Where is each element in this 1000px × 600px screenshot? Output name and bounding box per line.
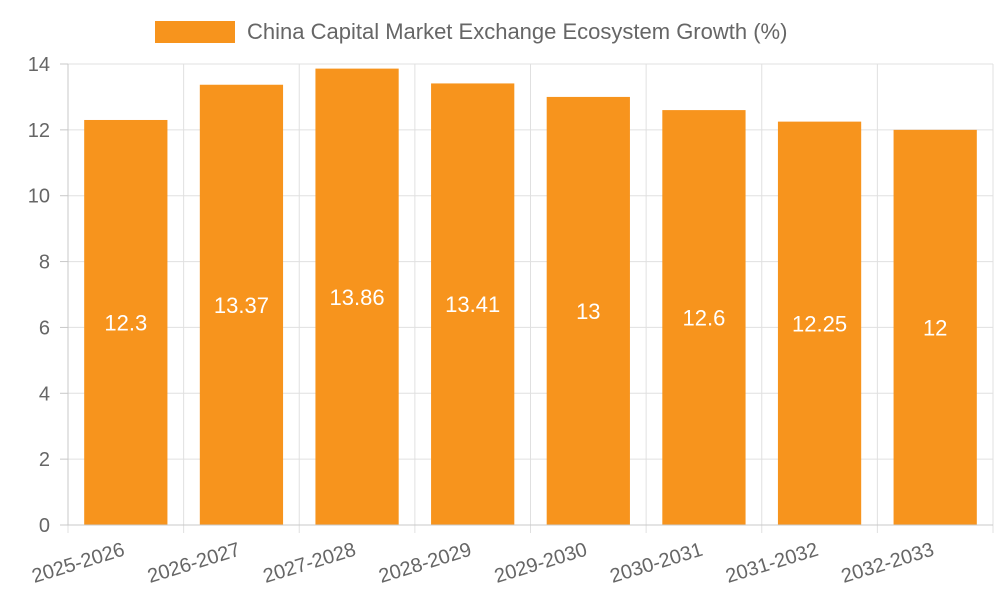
bar-data-label: 13.37 bbox=[214, 293, 269, 318]
x-tick-label: 2026-2027 bbox=[145, 539, 243, 588]
bar-data-label: 13.41 bbox=[445, 292, 500, 317]
y-tick-label: 10 bbox=[28, 186, 50, 208]
bar-data-label: 13.86 bbox=[330, 285, 385, 310]
y-tick-label: 8 bbox=[39, 252, 50, 274]
x-tick-label: 2028-2029 bbox=[376, 539, 474, 588]
y-tick-label: 12 bbox=[28, 120, 50, 142]
y-tick-label: 6 bbox=[39, 317, 50, 339]
x-tick-label: 2027-2028 bbox=[261, 539, 359, 588]
x-tick-label: 2032-2033 bbox=[839, 539, 937, 588]
bar-data-label: 13 bbox=[576, 299, 600, 324]
bar[interactable] bbox=[777, 121, 862, 525]
bars bbox=[84, 68, 977, 526]
y-tick-label: 2 bbox=[39, 449, 50, 471]
bar[interactable] bbox=[199, 84, 284, 526]
y-tick-label: 0 bbox=[39, 515, 50, 537]
y-tick-label: 14 bbox=[28, 54, 50, 76]
bar[interactable] bbox=[431, 83, 515, 525]
x-tick-label: 2031-2032 bbox=[723, 539, 821, 588]
bar[interactable] bbox=[546, 96, 630, 525]
legend[interactable]: China Capital Market Exchange Ecosystem … bbox=[155, 19, 787, 44]
bar[interactable] bbox=[662, 110, 746, 525]
legend-label[interactable]: China Capital Market Exchange Ecosystem … bbox=[247, 19, 787, 44]
bar-data-label: 12.3 bbox=[104, 310, 147, 335]
x-tick-label: 2029-2030 bbox=[492, 539, 590, 588]
x-tick-label: 2025-2026 bbox=[29, 539, 127, 588]
y-tick-label: 4 bbox=[39, 383, 50, 405]
bar[interactable] bbox=[315, 68, 399, 526]
x-tick-label: 2030-2031 bbox=[607, 539, 705, 588]
bar[interactable] bbox=[84, 119, 168, 525]
bar[interactable] bbox=[893, 129, 977, 525]
bar-data-label: 12.6 bbox=[683, 306, 726, 331]
bar-data-label: 12 bbox=[923, 315, 947, 340]
legend-swatch[interactable] bbox=[155, 21, 235, 43]
bar-data-label: 12.25 bbox=[792, 311, 847, 336]
axes bbox=[60, 63, 993, 526]
